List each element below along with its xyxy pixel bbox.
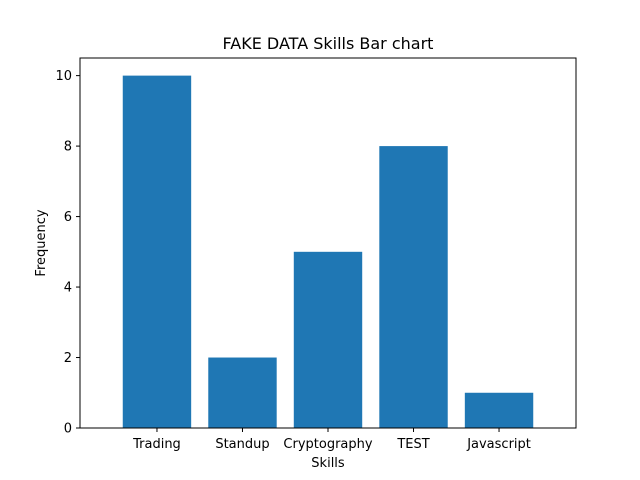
x-tick-label: TEST	[396, 437, 429, 452]
bar-trading	[122, 75, 192, 428]
plot-frame	[79, 57, 577, 429]
x-tick-label: Standup	[215, 437, 269, 452]
bar-test	[379, 146, 448, 428]
y-tick-label: 8	[64, 140, 72, 155]
x-tick-label: Cryptography	[283, 437, 372, 452]
y-tick-label: 6	[64, 210, 72, 225]
y-axis-ticks: 0 2 4 6 8 10	[55, 69, 80, 437]
bar-cryptography	[293, 251, 363, 428]
y-tick-label: 4	[64, 281, 72, 296]
x-axis-ticks: Trading Standup Cryptography TEST Javascript	[132, 428, 531, 452]
chart-title: FAKE DATA Skills Bar chart	[223, 34, 434, 53]
y-tick-label: 2	[64, 351, 72, 366]
y-axis-label: Frequency	[34, 209, 49, 276]
y-tick-label: 10	[55, 69, 72, 84]
bar-javascript	[464, 392, 534, 428]
y-tick-label: 0	[64, 422, 72, 437]
x-tick-label: Trading	[132, 437, 181, 452]
bars-group	[122, 75, 534, 428]
x-axis-label: Skills	[311, 456, 345, 471]
bar-standup	[208, 357, 277, 428]
x-tick-label: Javascript	[466, 437, 531, 452]
